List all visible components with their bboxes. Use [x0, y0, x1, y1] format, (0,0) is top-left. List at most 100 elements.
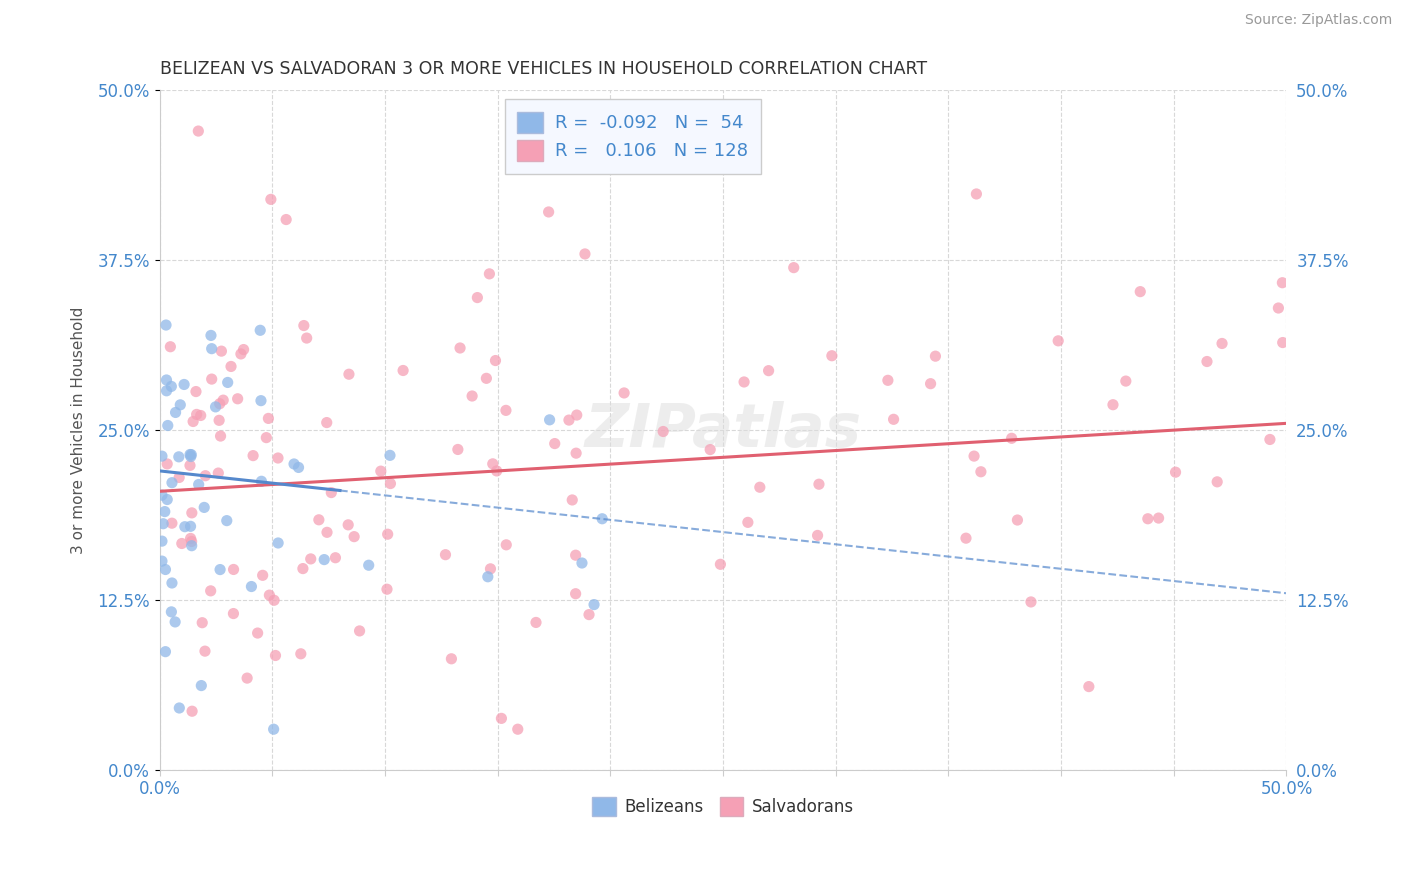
Point: [201, 372, 224, 386]
Point: [1164, 465, 1187, 479]
Point: [591, 512, 613, 526]
Point: [194, 468, 217, 483]
Point: [180, 450, 202, 464]
Point: [155, 645, 177, 659]
Point: [578, 607, 600, 622]
Legend: Belizeans, Salvadorans: Belizeans, Salvadorans: [586, 790, 860, 822]
Point: [250, 393, 273, 408]
Point: [187, 124, 209, 138]
Point: [1271, 276, 1294, 290]
Point: [167, 450, 190, 464]
Point: [478, 267, 501, 281]
Point: [380, 476, 402, 491]
Point: [467, 291, 489, 305]
Point: [491, 711, 513, 725]
Point: [217, 376, 239, 390]
Point: [806, 528, 828, 542]
Point: [219, 359, 242, 374]
Point: [321, 485, 343, 500]
Point: [564, 587, 586, 601]
Point: [392, 363, 415, 377]
Point: [179, 448, 201, 462]
Point: [1195, 354, 1218, 368]
Point: [1271, 335, 1294, 350]
Point: [807, 477, 830, 491]
Point: [209, 563, 232, 577]
Point: [506, 723, 529, 737]
Point: [201, 342, 224, 356]
Point: [524, 615, 547, 630]
Point: [349, 624, 371, 638]
Point: [375, 582, 398, 597]
Point: [194, 644, 217, 658]
Point: [316, 525, 339, 540]
Point: [229, 347, 252, 361]
Point: [709, 558, 731, 572]
Point: [571, 556, 593, 570]
Point: [215, 514, 238, 528]
Point: [212, 393, 235, 408]
Point: [377, 527, 399, 541]
Point: [173, 377, 195, 392]
Point: [191, 615, 214, 630]
Point: [748, 480, 770, 494]
Point: [652, 425, 675, 439]
Point: [1102, 398, 1125, 412]
Point: [583, 598, 606, 612]
Point: [155, 384, 177, 398]
Point: [240, 580, 263, 594]
Point: [179, 458, 201, 473]
Point: [180, 534, 202, 549]
Point: [193, 500, 215, 515]
Point: [477, 570, 499, 584]
Point: [1258, 433, 1281, 447]
Point: [200, 328, 222, 343]
Point: [260, 193, 283, 207]
Point: [574, 247, 596, 261]
Point: [249, 323, 271, 337]
Point: [485, 464, 508, 478]
Point: [1001, 431, 1024, 445]
Point: [242, 449, 264, 463]
Point: [180, 506, 202, 520]
Point: [1077, 680, 1099, 694]
Point: [733, 375, 755, 389]
Point: [290, 647, 312, 661]
Y-axis label: 3 or more Vehicles in Household: 3 or more Vehicles in Household: [72, 307, 86, 554]
Point: [267, 536, 290, 550]
Point: [263, 593, 285, 607]
Point: [200, 583, 222, 598]
Point: [970, 465, 993, 479]
Point: [758, 364, 780, 378]
Point: [190, 409, 212, 423]
Point: [236, 671, 259, 685]
Point: [283, 457, 305, 471]
Point: [204, 400, 226, 414]
Point: [357, 558, 380, 573]
Point: [538, 413, 561, 427]
Point: [155, 318, 177, 332]
Point: [484, 353, 506, 368]
Point: [222, 607, 245, 621]
Point: [475, 371, 498, 385]
Point: [308, 513, 330, 527]
Point: [208, 413, 231, 427]
Point: [155, 562, 177, 576]
Point: [1206, 475, 1229, 489]
Point: [1047, 334, 1070, 348]
Point: [180, 539, 202, 553]
Point: [180, 448, 202, 462]
Point: [180, 519, 202, 533]
Point: [156, 418, 179, 433]
Point: [276, 212, 298, 227]
Point: [291, 561, 314, 575]
Point: [1211, 336, 1233, 351]
Point: [263, 723, 285, 737]
Point: [378, 448, 401, 462]
Point: [257, 411, 280, 425]
Point: [565, 408, 588, 422]
Point: [180, 532, 202, 546]
Point: [920, 376, 942, 391]
Point: [250, 475, 273, 489]
Point: [190, 679, 212, 693]
